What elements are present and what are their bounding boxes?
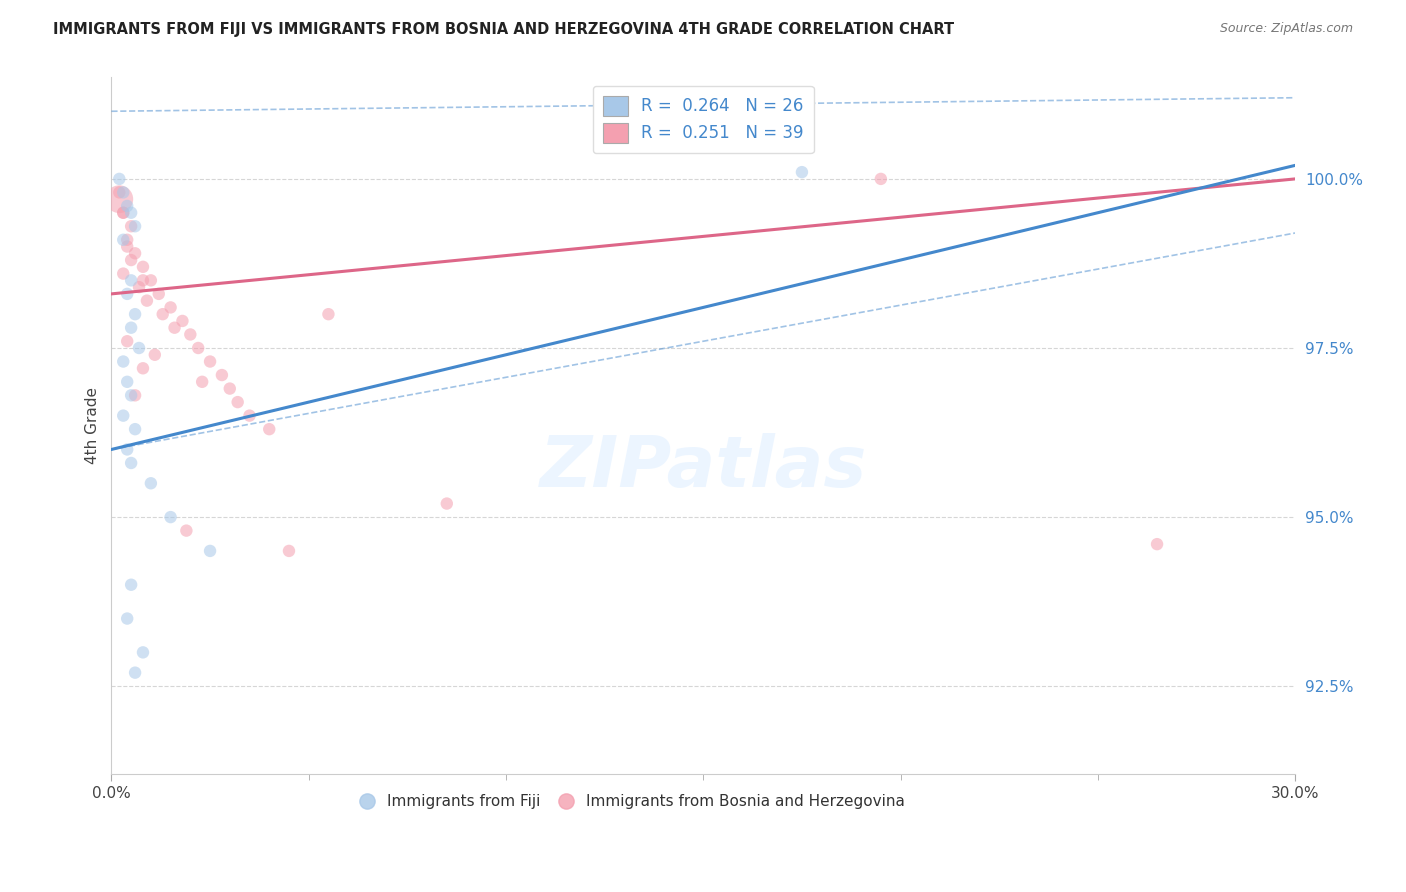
Point [112, 186, 135, 200]
Point [115, 442, 138, 457]
Point [115, 611, 138, 625]
Point [226, 395, 249, 409]
Point [115, 199, 138, 213]
Point [238, 409, 260, 423]
Point [124, 246, 146, 260]
Point [120, 253, 142, 268]
Point [278, 544, 301, 558]
Point [108, 192, 131, 206]
Point [139, 476, 162, 491]
Point [436, 497, 458, 511]
Point [132, 361, 155, 376]
Point [128, 341, 150, 355]
Point [1146, 537, 1168, 551]
Point [139, 273, 162, 287]
Point [135, 293, 157, 308]
Point [120, 578, 142, 592]
Point [120, 456, 142, 470]
Point [112, 205, 135, 219]
Point [132, 273, 155, 287]
Point [112, 205, 135, 219]
Point [112, 409, 135, 423]
Point [120, 205, 142, 219]
Point [120, 273, 142, 287]
Point [191, 375, 214, 389]
Point [108, 172, 131, 186]
Point [143, 348, 166, 362]
Point [115, 233, 138, 247]
Text: ZIPatlas: ZIPatlas [540, 434, 868, 502]
Point [124, 422, 146, 436]
Point [112, 233, 135, 247]
Point [869, 172, 891, 186]
Point [187, 341, 209, 355]
Point [124, 388, 146, 402]
Point [128, 280, 150, 294]
Point [152, 307, 174, 321]
Point [218, 382, 240, 396]
Point [132, 260, 155, 274]
Y-axis label: 4th Grade: 4th Grade [86, 387, 100, 464]
Point [179, 327, 201, 342]
Point [108, 186, 131, 200]
Point [115, 334, 138, 349]
Text: Source: ZipAtlas.com: Source: ZipAtlas.com [1219, 22, 1353, 36]
Text: IMMIGRANTS FROM FIJI VS IMMIGRANTS FROM BOSNIA AND HERZEGOVINA 4TH GRADE CORRELA: IMMIGRANTS FROM FIJI VS IMMIGRANTS FROM … [53, 22, 955, 37]
Point [112, 354, 135, 368]
Point [318, 307, 340, 321]
Point [257, 422, 280, 436]
Point [112, 267, 135, 281]
Point [115, 375, 138, 389]
Point [132, 645, 155, 659]
Point [124, 665, 146, 680]
Point [172, 314, 194, 328]
Point [198, 544, 221, 558]
Point [120, 388, 142, 402]
Point [790, 165, 813, 179]
Point [159, 510, 181, 524]
Point [115, 286, 138, 301]
Point [124, 307, 146, 321]
Point [159, 301, 181, 315]
Point [211, 368, 233, 382]
Point [120, 320, 142, 334]
Point [176, 524, 198, 538]
Point [124, 219, 146, 234]
Point [198, 354, 221, 368]
Point [148, 286, 170, 301]
Point [120, 219, 142, 234]
Legend: Immigrants from Fiji, Immigrants from Bosnia and Herzegovina: Immigrants from Fiji, Immigrants from Bo… [353, 788, 911, 815]
Point [163, 320, 186, 334]
Point [115, 239, 138, 253]
